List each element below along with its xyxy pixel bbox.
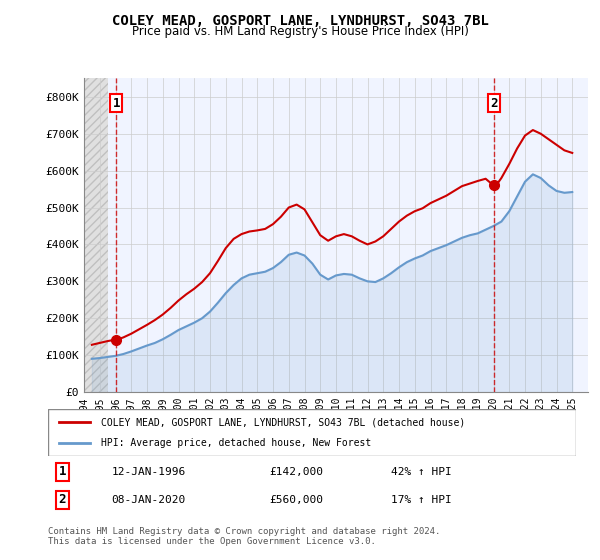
Text: Price paid vs. HM Land Registry's House Price Index (HPI): Price paid vs. HM Land Registry's House … (131, 25, 469, 38)
Text: Contains HM Land Registry data © Crown copyright and database right 2024.
This d: Contains HM Land Registry data © Crown c… (48, 526, 440, 546)
Text: COLEY MEAD, GOSPORT LANE, LYNDHURST, SO43 7BL: COLEY MEAD, GOSPORT LANE, LYNDHURST, SO4… (112, 14, 488, 28)
Text: 42% ↑ HPI: 42% ↑ HPI (391, 466, 452, 477)
Bar (84, 78, 107, 392)
Text: 1: 1 (112, 97, 120, 110)
Text: 08-JAN-2020: 08-JAN-2020 (112, 494, 185, 505)
Text: HPI: Average price, detached house, New Forest: HPI: Average price, detached house, New … (101, 438, 371, 448)
Text: 12-JAN-1996: 12-JAN-1996 (112, 466, 185, 477)
Text: COLEY MEAD, GOSPORT LANE, LYNDHURST, SO43 7BL (detached house): COLEY MEAD, GOSPORT LANE, LYNDHURST, SO4… (101, 417, 465, 427)
Text: £560,000: £560,000 (270, 494, 324, 505)
Text: 2: 2 (59, 493, 66, 506)
FancyBboxPatch shape (48, 409, 576, 456)
Text: 17% ↑ HPI: 17% ↑ HPI (391, 494, 452, 505)
Text: 1: 1 (59, 465, 66, 478)
Text: £142,000: £142,000 (270, 466, 324, 477)
Text: 2: 2 (490, 97, 498, 110)
